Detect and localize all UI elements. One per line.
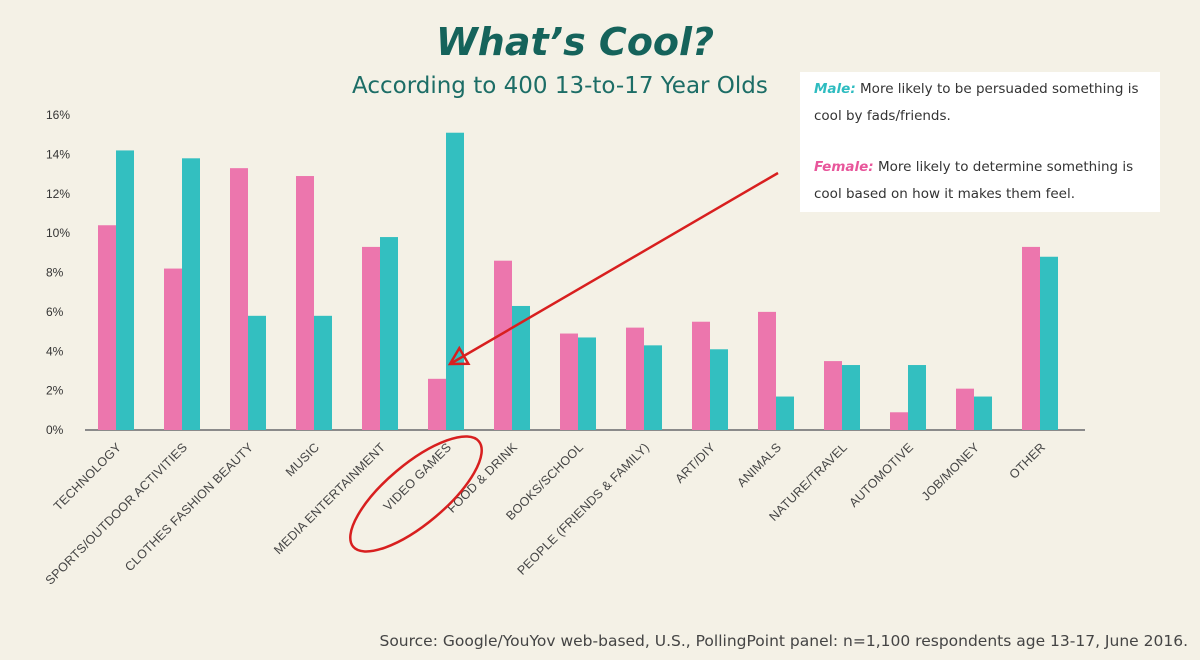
x-tick-label: ANIMALS (734, 440, 784, 490)
male-note: Male: More likely to be persuaded someth… (814, 76, 1154, 130)
source-note: Source: Google/YouYov web-based, U.S., P… (379, 632, 1188, 650)
male-bar (314, 315, 332, 430)
y-tick-label: 2% (46, 384, 64, 398)
female-bar (296, 176, 314, 430)
female-bar (1022, 246, 1040, 430)
highlight-ellipse (349, 435, 483, 553)
female-bar (692, 321, 710, 430)
male-bar (1040, 256, 1058, 430)
female-bar (230, 168, 248, 430)
male-bar (776, 396, 794, 430)
male-text: More likely to be persuaded something is… (814, 81, 1139, 124)
y-tick-label: 14% (46, 147, 70, 161)
female-note: Female: More likely to determine somethi… (814, 154, 1154, 208)
male-bar (248, 315, 266, 430)
chart-subtitle: According to 400 13-to-17 Year Olds (352, 73, 768, 99)
female-text: More likely to determine something is co… (814, 159, 1134, 202)
female-bar (626, 327, 644, 430)
female-bar (494, 260, 512, 430)
female-label: Female: (814, 159, 874, 175)
x-tick-label: MUSIC (283, 440, 322, 479)
female-bar (560, 333, 578, 430)
x-tick-label: PEOPLE (FRIENDS & FAMILY) (515, 440, 653, 578)
x-tick-label: AUTOMOTIVE (847, 440, 917, 510)
male-bar (710, 349, 728, 430)
male-bar (842, 365, 860, 430)
highlight-arrow-head (447, 345, 471, 366)
x-tick-label: CLOTHES FASHION BEAUTY (122, 440, 256, 574)
y-tick-label: 4% (46, 344, 64, 358)
x-tick-label: JOB/MONEY (919, 440, 983, 504)
female-bar (164, 268, 182, 430)
legend-note-box: Male: More likely to be persuaded someth… (800, 72, 1160, 212)
highlight-arrow-line (449, 171, 779, 366)
male-label: Male: (814, 81, 856, 97)
female-bar (362, 246, 380, 430)
x-tick-label: OTHER (1007, 440, 1049, 482)
y-tick-label: 10% (46, 226, 70, 240)
female-bar (890, 412, 908, 430)
female-bar (98, 225, 116, 430)
female-bar (824, 361, 842, 430)
male-bar (644, 345, 662, 430)
x-tick-label: SPORTS/OUTDOOR ACTIVITIES (43, 440, 190, 587)
y-tick-label: 8% (46, 266, 64, 280)
y-tick-label: 6% (46, 305, 64, 319)
male-bar (578, 337, 596, 430)
male-bar (116, 150, 134, 430)
x-tick-label: ART/DIY (673, 440, 719, 486)
male-bar (380, 237, 398, 430)
male-bar (908, 365, 926, 430)
female-bar (956, 388, 974, 430)
female-bar (758, 311, 776, 430)
y-tick-label: 16% (46, 108, 70, 122)
male-bar (512, 305, 530, 430)
male-bar (182, 158, 200, 430)
male-bar (446, 132, 464, 430)
female-bar (428, 378, 446, 430)
y-tick-label: 0% (46, 423, 64, 437)
male-bar (974, 396, 992, 430)
y-tick-label: 12% (46, 187, 70, 201)
chart-title: What’s Cool? (435, 20, 715, 64)
x-tick-label: TECHNOLOGY (51, 440, 125, 514)
